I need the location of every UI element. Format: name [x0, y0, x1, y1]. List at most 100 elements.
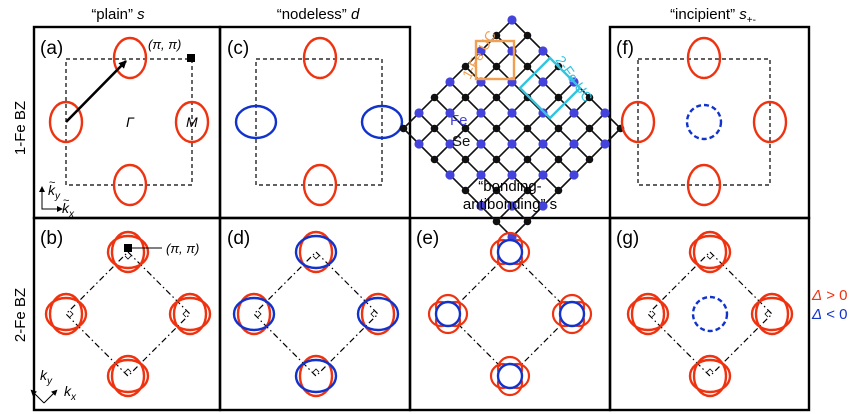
- fe-atom: [538, 170, 548, 180]
- se-atom: [554, 124, 563, 133]
- panel-f: (f): [616, 36, 788, 207]
- fe-atom: [569, 170, 579, 180]
- gamma-label: Γ: [126, 114, 135, 130]
- fe-atom: [507, 201, 517, 211]
- fe-atom: [476, 139, 486, 149]
- fs-pocket-right-f: [752, 100, 788, 144]
- se-atom: [523, 93, 532, 102]
- se-atom: [492, 186, 501, 195]
- panel-label-d: (d): [227, 228, 250, 249]
- legend-positive: Δ > 0: [811, 287, 848, 304]
- panel-label-b: (b): [40, 228, 63, 249]
- folded-pocket-b-1: [168, 292, 212, 336]
- tilde-kx: ~: [63, 195, 69, 207]
- folded-pocket-e-2: [489, 355, 531, 397]
- se-atom: [492, 217, 501, 226]
- fs-pocket-bottom-f: [686, 163, 722, 207]
- fe-atom: [476, 170, 486, 180]
- fe-atom: [476, 201, 486, 211]
- se-atom: [523, 62, 532, 71]
- panel-a: (a) (π, π) Γ M ky ~ kx ~: [39, 36, 210, 220]
- panel-label-f: (f): [616, 38, 634, 59]
- fe-atom: [414, 139, 424, 149]
- folded-pocket-e-0: [489, 231, 531, 273]
- legend-negative: Δ < 0: [811, 306, 848, 323]
- fe-atom: [476, 108, 486, 118]
- se-atom: [585, 124, 594, 133]
- se-atom: [523, 217, 532, 226]
- se-atom: [430, 124, 439, 133]
- header-plain: “plain” s: [91, 6, 145, 23]
- fs-pocket-bottom-a: [112, 163, 148, 207]
- folded-pocket-g-1: [750, 292, 794, 336]
- axis-kx-ky-b: ky kx: [30, 367, 77, 404]
- se-atom: [461, 124, 470, 133]
- folded-pocket-b-2: [106, 354, 150, 398]
- panel-b: [44, 230, 212, 398]
- se-atom: [523, 124, 532, 133]
- panel-label-e: (e): [416, 228, 439, 249]
- se-atom: [523, 186, 532, 195]
- header-nodeless: “nodeless” d: [277, 6, 360, 23]
- pi-pi-label-a: (π, π): [148, 37, 181, 52]
- fe-atom: [445, 77, 455, 87]
- se-atom: [585, 93, 594, 102]
- pi-pi-label-b: (π, π): [166, 241, 199, 256]
- se-atom: [461, 186, 470, 195]
- fe-atom: [507, 139, 517, 149]
- panel-label-c: (c): [227, 38, 249, 59]
- fs-pocket-left-c: [234, 104, 278, 140]
- fe-atom: [569, 139, 579, 149]
- panel-label-g: (g): [616, 228, 639, 249]
- panel-label-a: (a): [40, 38, 63, 59]
- uc1-box: [474, 39, 516, 81]
- folded-pocket-e-1: [551, 293, 593, 335]
- folded-pocket-d-0: [294, 230, 338, 274]
- se-atom: [461, 62, 470, 71]
- frame-f: [608, 25, 811, 220]
- se-atom: [523, 155, 532, 164]
- bz-diamond-d: [253, 251, 379, 377]
- bonding-label-2: antibonding” s: [463, 196, 557, 213]
- folded-pocket-b-3: [44, 292, 88, 336]
- fe-atom: [600, 108, 610, 118]
- uc1-label: 1-Fe UC: [459, 28, 499, 82]
- kx-label-b: kx: [64, 383, 77, 403]
- se-atom: [492, 62, 501, 71]
- se-atom: [585, 155, 594, 164]
- fe-atom: [538, 77, 548, 87]
- fe-atom: [538, 108, 548, 118]
- fs-pocket-top-a: [112, 36, 148, 80]
- bz-diamond-g: [647, 251, 773, 377]
- se-atom: [492, 155, 501, 164]
- fe-atom: [445, 170, 455, 180]
- panel-frames: [32, 25, 811, 412]
- header-incipient: “incipient” s+-: [670, 6, 756, 26]
- bonding-label-1: “bonding-: [478, 178, 541, 195]
- fe-atom: [445, 139, 455, 149]
- folded-pocket-g-2: [688, 354, 732, 398]
- folded-pocket-e-3: [427, 293, 469, 335]
- pi-pi-marker-b: [124, 244, 132, 252]
- gap-sign-legend: Δ > 0 Δ < 0: [811, 287, 848, 323]
- kx-label-a: kx: [62, 200, 75, 220]
- se-atom: [554, 93, 563, 102]
- panel-g: [626, 230, 794, 398]
- folded-pocket-g-0: [688, 230, 732, 274]
- se-atom: [492, 93, 501, 102]
- fs-pocket-left-a: [48, 100, 84, 144]
- bz-diamond-b: [65, 251, 191, 377]
- folded-pocket-g-3: [626, 292, 670, 336]
- ky-label-a: ky: [48, 182, 61, 202]
- panel-c: (c): [227, 36, 404, 207]
- fe-label: Fe: [450, 112, 468, 129]
- row-label-1fe: 1-Fe BZ: [12, 101, 29, 155]
- fe-atom: [569, 108, 579, 118]
- tilde-ky: ~: [49, 177, 55, 189]
- se-atom: [399, 124, 408, 133]
- fe-atom: [507, 108, 517, 118]
- folded-pocket-d-3: [232, 292, 276, 336]
- fe-atom: [600, 139, 610, 149]
- fe-atom: [476, 46, 486, 56]
